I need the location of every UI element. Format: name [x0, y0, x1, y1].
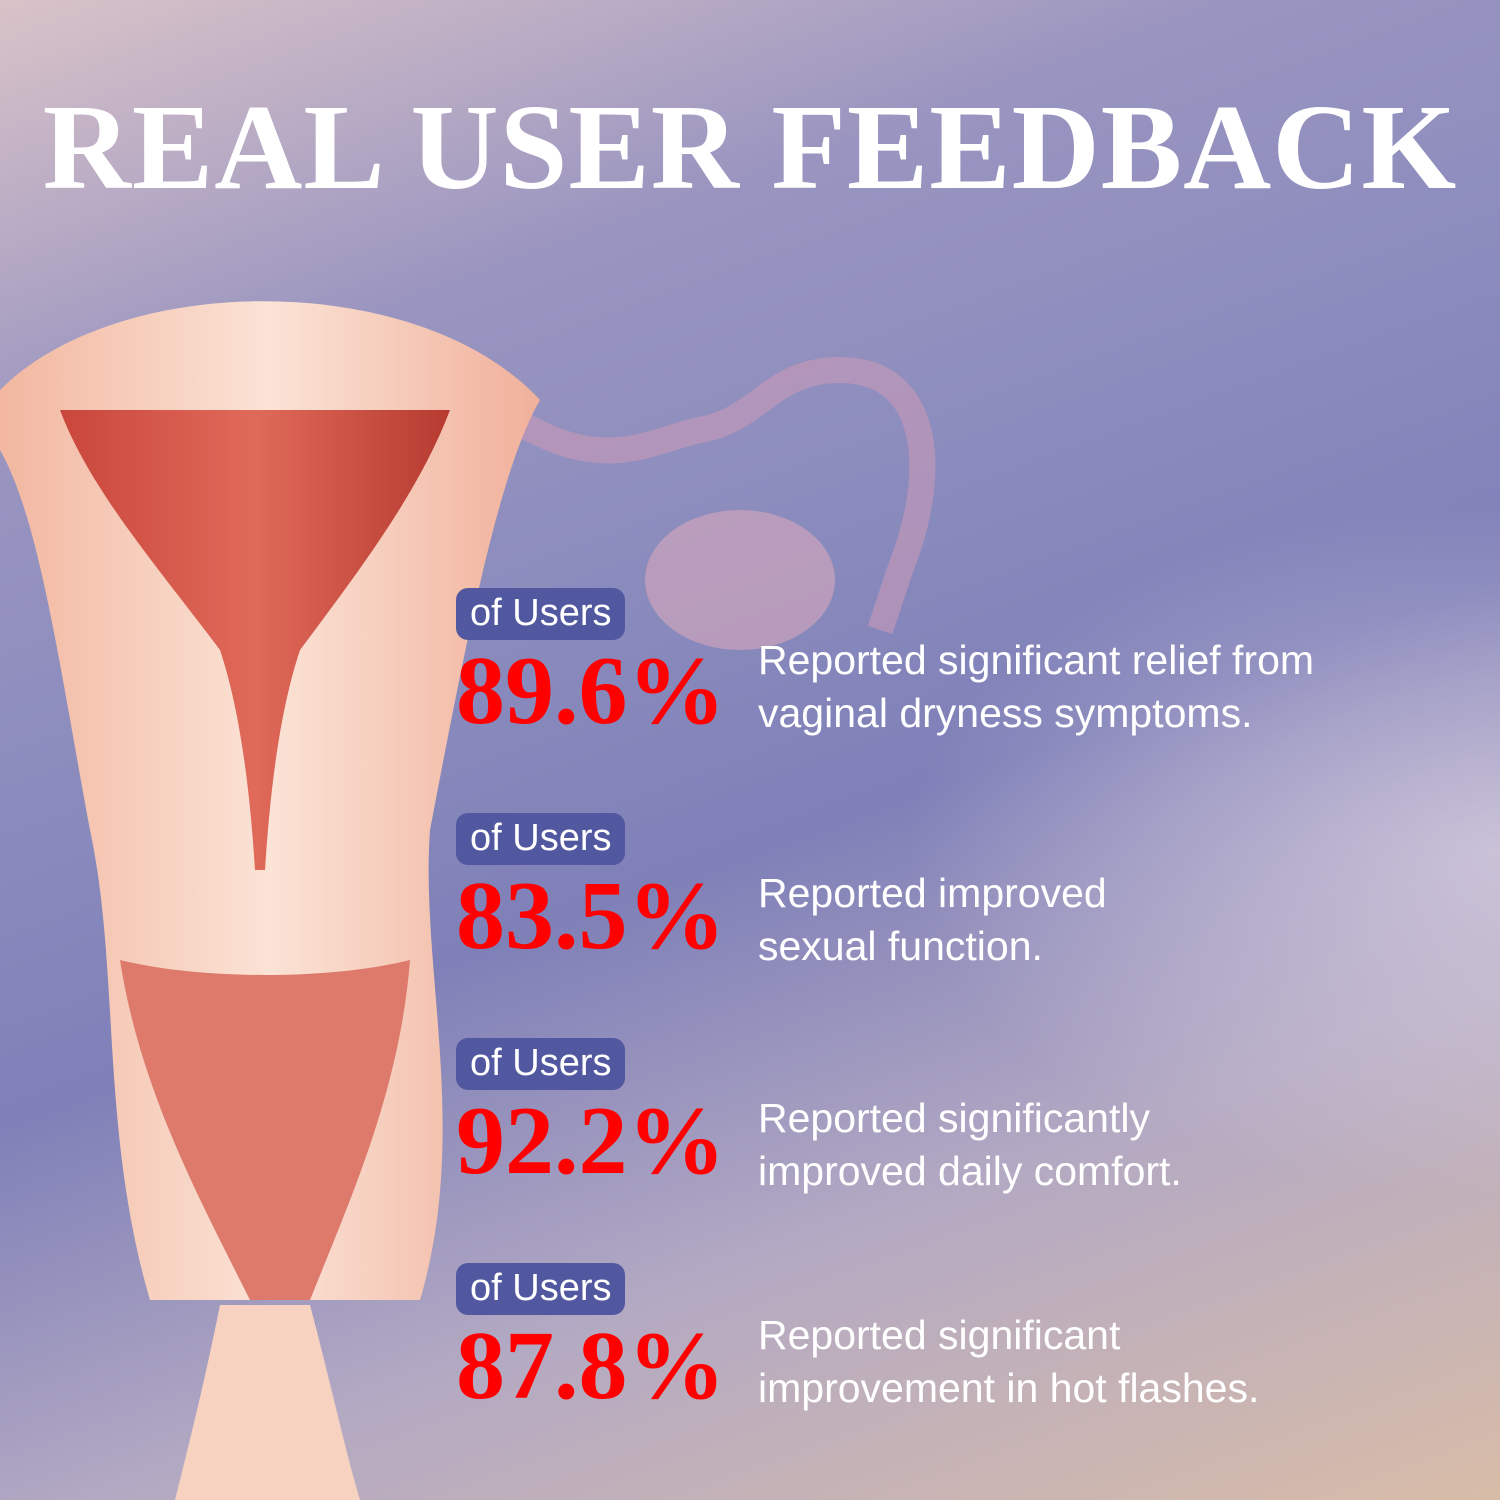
percent-value: 89.6% [456, 637, 726, 745]
stat-card: of Users 89.6% Reported significant reli… [456, 588, 1492, 788]
of-users-badge: of Users [456, 588, 626, 640]
description-line: improvement in hot flashes. [758, 1365, 1260, 1411]
of-users-badge: of Users [456, 1038, 626, 1090]
description-line: sexual function. [758, 923, 1043, 969]
page-title: REAL USER FEEDBACK [42, 80, 1458, 215]
of-users-badge: of Users [456, 1263, 626, 1315]
stat-description: Reported significant improvement in hot f… [758, 1309, 1492, 1415]
vaginal-opening [175, 1305, 360, 1500]
description-line: improved daily comfort. [758, 1148, 1182, 1194]
vaginal-canal [120, 960, 410, 1300]
uterine-cavity [60, 410, 450, 870]
of-users-badge: of Users [456, 813, 626, 865]
percent-value: 83.5% [456, 862, 726, 970]
uterus-illustration [0, 301, 936, 1500]
percent-value: 92.2% [456, 1087, 726, 1195]
description-line: Reported significant [758, 1312, 1121, 1358]
percent-value: 87.8% [456, 1312, 726, 1420]
stat-card: of Users 92.2% Reported significantly imp… [456, 1038, 1492, 1238]
description-line: Reported significantly [758, 1095, 1150, 1141]
stat-description: Reported significant relief from vaginal … [758, 634, 1492, 740]
stat-description: Reported significantly improved daily com… [758, 1092, 1492, 1198]
stat-card: of Users 87.8% Reported significant impro… [456, 1263, 1492, 1463]
background-glow [900, 500, 1500, 1200]
description-line: Reported improved [758, 870, 1107, 916]
description-line: Reported significant relief from [758, 637, 1315, 683]
stat-description: Reported improved sexual function. [758, 867, 1492, 973]
stat-card: of Users 83.5% Reported improved sexual f… [456, 813, 1492, 1013]
description-line: vaginal dryness symptoms. [758, 690, 1253, 736]
ovary [645, 510, 835, 650]
fallopian-tube [492, 356, 936, 635]
